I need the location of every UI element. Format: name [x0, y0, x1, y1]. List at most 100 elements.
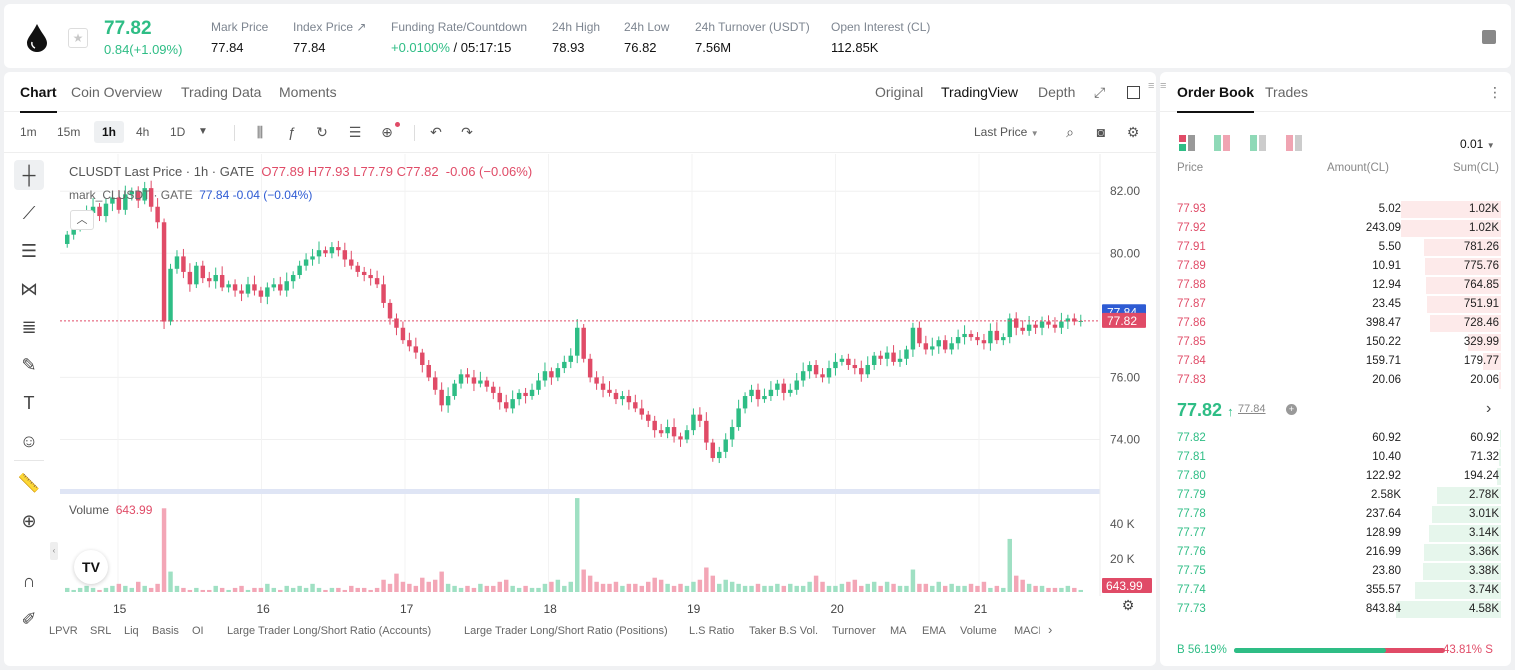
- price-type-select[interactable]: Last Price ▼: [974, 125, 1039, 139]
- zoom-in-icon[interactable]: ⊕: [21, 511, 37, 531]
- view-tradingview[interactable]: TradingView: [941, 84, 1019, 100]
- volume-bar: [729, 581, 735, 592]
- drag-handle-icon[interactable]: ≡: [1148, 80, 1155, 92]
- tab-trades[interactable]: Trades: [1265, 84, 1309, 100]
- ask-row[interactable]: 77.88 12.94 764.85: [1160, 276, 1511, 295]
- guide-book-icon[interactable]: [1482, 30, 1496, 44]
- mid-price[interactable]: 77.82 ↑: [1177, 400, 1234, 420]
- ask-row[interactable]: 77.93 5.02 1.02K: [1160, 200, 1511, 219]
- drag-handle-icon[interactable]: ≡: [1160, 80, 1167, 92]
- chevron-right-icon[interactable]: ›: [1048, 622, 1053, 637]
- ind-ema[interactable]: EMA: [922, 625, 946, 637]
- bid-row[interactable]: 77.77 128.99 3.14K: [1160, 524, 1511, 543]
- brush-icon[interactable]: ✎: [21, 355, 37, 375]
- ind-volume[interactable]: Volume: [960, 625, 997, 637]
- ind-turnover[interactable]: Turnover: [832, 625, 876, 637]
- tab-chart[interactable]: Chart: [20, 84, 57, 113]
- candle-body: [897, 358, 903, 362]
- view-original[interactable]: Original: [875, 84, 924, 100]
- tf-4h[interactable]: 4h: [136, 125, 150, 139]
- view-split-icon[interactable]: [1214, 135, 1231, 151]
- view-both-icon[interactable]: [1179, 135, 1196, 151]
- horizontal-lines-icon[interactable]: ☰: [20, 241, 38, 261]
- tab-trading-data[interactable]: Trading Data: [181, 84, 262, 100]
- row-sum: 179.77: [1463, 355, 1499, 367]
- tf-15m[interactable]: 15m: [57, 125, 81, 139]
- bid-row[interactable]: 77.82 60.92 60.92: [1160, 429, 1511, 448]
- ask-row[interactable]: 77.83 20.06 20.06: [1160, 371, 1511, 390]
- pattern-icon[interactable]: ⋈: [20, 279, 38, 299]
- ind-taker-bs-vol[interactable]: Taker B.S Vol.: [749, 625, 819, 637]
- ask-row[interactable]: 77.86 398.47 728.46: [1160, 314, 1511, 333]
- collapse-toolbar-handle[interactable]: ‹: [50, 542, 58, 560]
- ask-row[interactable]: 77.89 10.91 775.76: [1160, 257, 1511, 276]
- indicators-icon[interactable]: ƒ: [288, 124, 296, 140]
- ask-row[interactable]: 77.85 150.22 329.99: [1160, 333, 1511, 352]
- ind-large-trader-positions[interactable]: Large Trader Long/Short Ratio (Positions…: [464, 625, 668, 637]
- ind-ls-ratio[interactable]: L.S Ratio: [689, 625, 735, 637]
- bid-row[interactable]: 77.75 23.80 3.38K: [1160, 562, 1511, 581]
- refresh-icon[interactable]: ↻: [316, 124, 328, 140]
- ind-lpvr[interactable]: LPVR: [49, 625, 78, 637]
- bid-row[interactable]: 77.81 10.40 71.32: [1160, 448, 1511, 467]
- stat-index-price[interactable]: Index Price ↗ 77.84: [293, 20, 367, 55]
- settings-gear-icon[interactable]: ⚙: [1121, 597, 1135, 613]
- price-chart[interactable]: 82.00 80.00 76.00 74.00 15 16 17 18 19 20 21 40 K 20…: [60, 154, 1156, 620]
- info-icon[interactable]: +: [1286, 404, 1297, 415]
- search-icon[interactable]: ⌕: [1066, 124, 1074, 140]
- text-icon[interactable]: T: [23, 393, 35, 413]
- crosshair-icon[interactable]: ┼: [14, 160, 44, 190]
- precision-select[interactable]: 0.01 ▼: [1460, 137, 1495, 151]
- bid-row[interactable]: 77.74 355.57 3.74K: [1160, 581, 1511, 600]
- ind-large-trader-accounts[interactable]: Large Trader Long/Short Ratio (Accounts): [227, 625, 432, 637]
- tf-1d[interactable]: 1D: [170, 125, 186, 139]
- undo-icon[interactable]: ↶: [430, 124, 442, 140]
- bid-row[interactable]: 77.78 237.64 3.01K: [1160, 505, 1511, 524]
- ask-row[interactable]: 77.92 243.09 1.02K: [1160, 219, 1511, 238]
- ind-oi[interactable]: OI: [192, 625, 204, 637]
- ind-macd[interactable]: MACD: [1014, 625, 1040, 637]
- ind-basis[interactable]: Basis: [152, 625, 179, 637]
- camera-icon[interactable]: ◙: [1096, 124, 1106, 140]
- redo-icon[interactable]: ↷: [461, 124, 473, 140]
- candle-type-icon[interactable]: ⫼: [256, 124, 264, 140]
- ask-row[interactable]: 77.84 159.71 179.77: [1160, 352, 1511, 371]
- bid-row[interactable]: 77.76 216.99 3.36K: [1160, 543, 1511, 562]
- tab-coin-overview[interactable]: Coin Overview: [71, 84, 163, 100]
- collapse-legend-button[interactable]: ︿: [70, 210, 94, 230]
- ask-row[interactable]: 77.87 23.45 751.91: [1160, 295, 1511, 314]
- emoji-icon[interactable]: ☺: [19, 431, 39, 451]
- volume-bar: [90, 587, 96, 592]
- bid-row[interactable]: 77.79 2.58K 2.78K: [1160, 486, 1511, 505]
- ruler-icon[interactable]: 📏: [17, 473, 41, 493]
- tab-moments[interactable]: Moments: [279, 84, 337, 100]
- gear-icon[interactable]: ⚙: [1126, 124, 1140, 140]
- add-alert-icon[interactable]: ⊕: [381, 124, 393, 140]
- favorite-star-icon[interactable]: ★: [68, 28, 88, 48]
- tab-order-book[interactable]: Order Book: [1177, 84, 1255, 113]
- bid-row[interactable]: 77.73 843.84 4.58K: [1160, 600, 1511, 619]
- view-bids-icon[interactable]: [1250, 135, 1267, 151]
- template-icon[interactable]: ☰: [348, 124, 362, 140]
- view-depth[interactable]: Depth: [1038, 84, 1076, 100]
- tf-1m[interactable]: 1m: [20, 125, 37, 139]
- ind-liq[interactable]: Liq: [124, 625, 139, 637]
- chevron-right-icon[interactable]: ›: [1486, 400, 1492, 417]
- more-vertical-icon[interactable]: ⋮: [1488, 84, 1502, 100]
- magnet-icon[interactable]: ∩: [22, 571, 36, 591]
- ask-row[interactable]: 77.91 5.50 781.26: [1160, 238, 1511, 257]
- trendline-icon[interactable]: ⟋: [22, 203, 36, 223]
- fib-icon[interactable]: ≣: [21, 317, 37, 337]
- ind-ma[interactable]: MA: [890, 625, 907, 637]
- bid-row[interactable]: 77.80 122.92 194.24: [1160, 467, 1511, 486]
- tradingview-logo[interactable]: TV: [74, 550, 108, 584]
- last-price-tag-bg: [1102, 312, 1146, 328]
- chevron-down-icon[interactable]: ▼: [198, 126, 208, 137]
- fullscreen-icon[interactable]: ⤢: [1094, 84, 1106, 100]
- pencil-lock-icon[interactable]: ✐: [21, 609, 37, 629]
- ind-srl[interactable]: SRL: [90, 625, 112, 637]
- window-icon[interactable]: [1127, 86, 1140, 99]
- row-amount: 23.80: [1372, 565, 1401, 577]
- view-asks-icon[interactable]: [1286, 135, 1303, 151]
- tf-1h[interactable]: 1h: [94, 121, 125, 143]
